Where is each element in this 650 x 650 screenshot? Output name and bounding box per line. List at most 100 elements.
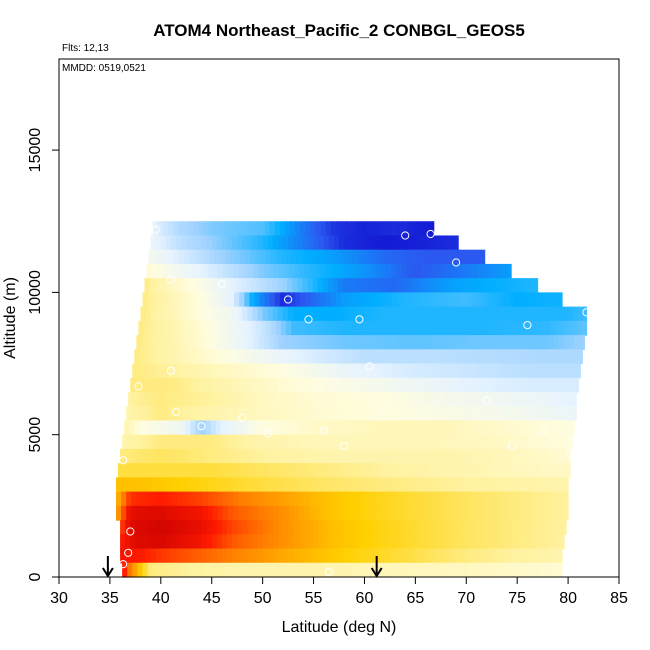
heatmap-cell (396, 263, 402, 279)
heatmap-cell (409, 278, 415, 293)
heatmap-cell (537, 306, 544, 322)
heatmap-cell (327, 420, 334, 436)
heatmap-cell (209, 463, 216, 478)
heatmap-cell (559, 363, 566, 379)
heatmap-cell (463, 363, 469, 379)
heatmap-cell (183, 221, 189, 237)
heatmap-cell (435, 448, 442, 464)
heatmap-cell (314, 406, 321, 422)
heatmap-cell (177, 263, 183, 279)
heatmap-cell (456, 306, 462, 322)
heatmap-cell (149, 349, 156, 365)
heatmap-cell (389, 520, 396, 535)
heatmap-cell (222, 477, 229, 493)
heatmap-cell (521, 278, 527, 293)
heatmap-cell (440, 534, 447, 550)
heatmap-cell (172, 477, 178, 493)
heatmap-cell (523, 335, 529, 350)
heatmap-cell (254, 221, 261, 237)
heatmap-cell (131, 406, 137, 422)
heatmap-cell (512, 448, 518, 464)
heatmap-cell (483, 363, 490, 379)
heatmap-cell (542, 520, 549, 535)
heatmap-cell (298, 235, 304, 251)
heatmap-cell (349, 548, 355, 564)
heatmap-cell (397, 221, 403, 237)
heatmap-cell (181, 306, 187, 322)
heatmap-cell (317, 278, 324, 293)
heatmap-cell (340, 406, 346, 422)
heatmap-cell (224, 249, 231, 265)
heatmap-cell (375, 477, 382, 493)
heatmap-cell (461, 534, 467, 550)
heatmap-cell (136, 477, 143, 493)
heatmap-cell (143, 320, 150, 336)
heatmap-cell (370, 505, 377, 521)
heatmap-cell (349, 520, 355, 535)
heatmap-cell (197, 477, 204, 493)
heatmap-cell (178, 292, 184, 308)
heatmap-cell (469, 320, 476, 336)
heatmap-cell (288, 448, 294, 464)
heatmap-cell (295, 434, 301, 450)
heatmap-cell (366, 562, 373, 578)
heatmap-cell (445, 235, 452, 251)
heatmap-cell (481, 448, 488, 464)
heatmap-cell (242, 548, 248, 564)
heatmap-cell (189, 320, 196, 336)
heatmap-cell (427, 434, 434, 450)
heatmap-cell (257, 235, 264, 251)
heatmap-cell (524, 562, 530, 578)
heatmap-cell (322, 278, 329, 293)
heatmap-cell (436, 491, 443, 507)
heatmap-cell (196, 306, 203, 322)
heatmap-cell (476, 306, 483, 322)
heatmap-cell (324, 477, 331, 493)
heatmap-cell (378, 420, 385, 436)
heatmap-cell (329, 505, 336, 521)
heatmap-cell (376, 434, 383, 450)
heatmap-cell (365, 491, 372, 507)
heatmap-cell (268, 335, 275, 350)
heatmap-cell (313, 548, 320, 564)
heatmap-cell (171, 548, 177, 564)
x-tick-label: 55 (305, 590, 323, 607)
heatmap-cell (125, 448, 131, 464)
heatmap-cell (221, 306, 228, 322)
heatmap-cell (461, 377, 467, 393)
heatmap-cell (375, 505, 382, 521)
heatmap-cell (289, 335, 295, 350)
heatmap-cell (354, 306, 360, 322)
heatmap-cell (309, 406, 316, 422)
heatmap-cell (395, 448, 401, 464)
heatmap-cell (201, 548, 208, 564)
heatmap-cell (360, 406, 367, 422)
heatmap-cell (280, 392, 287, 407)
heatmap-cell (199, 249, 206, 265)
heatmap-cell (215, 420, 222, 436)
heatmap-cell (171, 235, 177, 251)
heatmap-cell (460, 420, 466, 436)
heatmap-cell (327, 349, 334, 365)
heatmap-cell (557, 534, 564, 550)
heatmap-cell (564, 505, 569, 521)
heatmap-cell (178, 434, 184, 450)
heatmap-cell (474, 249, 481, 265)
heatmap-cell (212, 406, 219, 422)
heatmap-cell (284, 477, 290, 493)
heatmap-cell (280, 463, 287, 478)
heatmap-cell (478, 363, 485, 379)
heatmap-cell (153, 463, 160, 478)
heatmap-cell (258, 263, 265, 279)
heatmap-cell (294, 477, 300, 493)
heatmap-cell (529, 562, 536, 578)
heatmap-cell (366, 292, 373, 308)
heatmap-cell (214, 463, 221, 478)
heatmap-cell (533, 406, 540, 422)
heatmap-cell (274, 292, 281, 308)
heatmap-cell (217, 477, 224, 493)
heatmap-cell (284, 263, 290, 279)
heatmap-cell (324, 406, 331, 422)
heatmap-cell (563, 448, 569, 464)
heatmap-cell (446, 406, 453, 422)
